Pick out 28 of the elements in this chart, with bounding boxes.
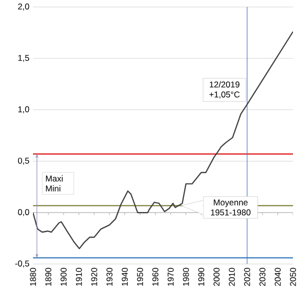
y-tick-label: 0,0 <box>18 209 30 216</box>
line-series <box>33 31 294 250</box>
x-tick-label: 1900 <box>60 268 67 286</box>
x-tick-label: 1910 <box>76 268 82 286</box>
x-tick-label: 1950 <box>137 268 144 286</box>
x-tick-label: 1920 <box>91 268 98 286</box>
annotation: Maxi Mini <box>46 175 63 192</box>
x-tick-label: 1880 <box>30 268 36 286</box>
x-tick-label: 2020 <box>244 268 250 286</box>
x-tick-label: 2000 <box>214 268 220 286</box>
x-tick-label: 1940 <box>122 268 128 286</box>
x-tick-label: 1890 <box>45 268 52 286</box>
x-tick-label: 1970 <box>168 268 174 286</box>
x-tick-label: 1930 <box>106 268 112 286</box>
x-tick-label: 2030 <box>259 268 266 286</box>
annotation: 12/2019 +1,05°C <box>209 81 240 98</box>
y-tick-label: 1,5 <box>18 54 30 62</box>
y-tick-label: 1,0 <box>18 106 30 114</box>
x-tick-label: 1960 <box>152 268 158 286</box>
y-tick-label: 2,0 <box>18 4 30 10</box>
y-tick-label: 0,5 <box>18 158 30 165</box>
x-tick-label: 2050 <box>290 268 296 286</box>
x-tick-label: 1990 <box>198 268 204 286</box>
x-tick-label: 2040 <box>274 268 281 286</box>
y-tick-label: -0,5 <box>15 260 30 268</box>
ref-line-label: Moyenne 1951-1980 <box>210 200 251 216</box>
x-tick-label: 2010 <box>228 268 235 286</box>
x-tick-label: 1980 <box>182 268 189 286</box>
